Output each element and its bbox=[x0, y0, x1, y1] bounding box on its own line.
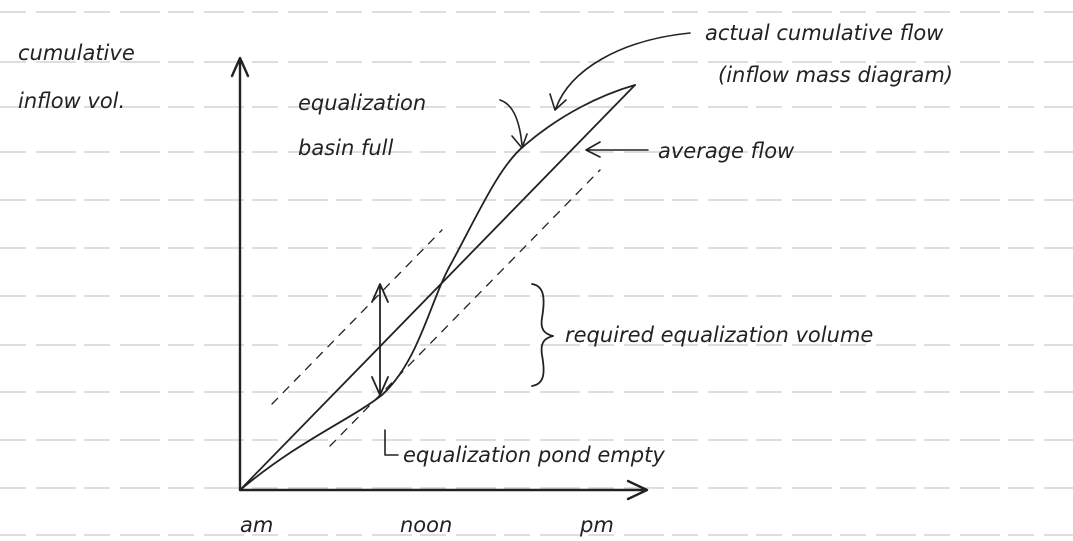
annotation: equalization pond empty bbox=[403, 443, 665, 467]
pointer-average bbox=[585, 141, 649, 158]
x-label: noon bbox=[400, 513, 452, 537]
x-label: pm bbox=[579, 513, 614, 537]
annotation: actual cumulative flow bbox=[705, 21, 944, 45]
annotation: basin full bbox=[298, 136, 393, 160]
annotation: equalization bbox=[298, 91, 426, 115]
pointer-full bbox=[499, 99, 528, 149]
brace bbox=[531, 283, 554, 387]
tangent-empty bbox=[329, 169, 601, 447]
average-flow-line bbox=[239, 84, 636, 491]
tangent-full bbox=[271, 229, 443, 405]
annotation: required equalization volume bbox=[565, 323, 873, 347]
axes bbox=[230, 56, 649, 501]
volume-arrow bbox=[371, 283, 389, 396]
ruled-paper bbox=[0, 11, 1073, 536]
y-label: inflow vol. bbox=[18, 89, 125, 113]
pointer-actual bbox=[549, 32, 691, 111]
annotation: average flow bbox=[658, 139, 795, 163]
x-label: am bbox=[240, 513, 273, 537]
actual-flow-curve bbox=[239, 84, 636, 491]
y-label: cumulative bbox=[18, 41, 135, 65]
pointer-empty bbox=[384, 429, 399, 456]
annotation: (inflow mass diagram) bbox=[718, 63, 953, 87]
